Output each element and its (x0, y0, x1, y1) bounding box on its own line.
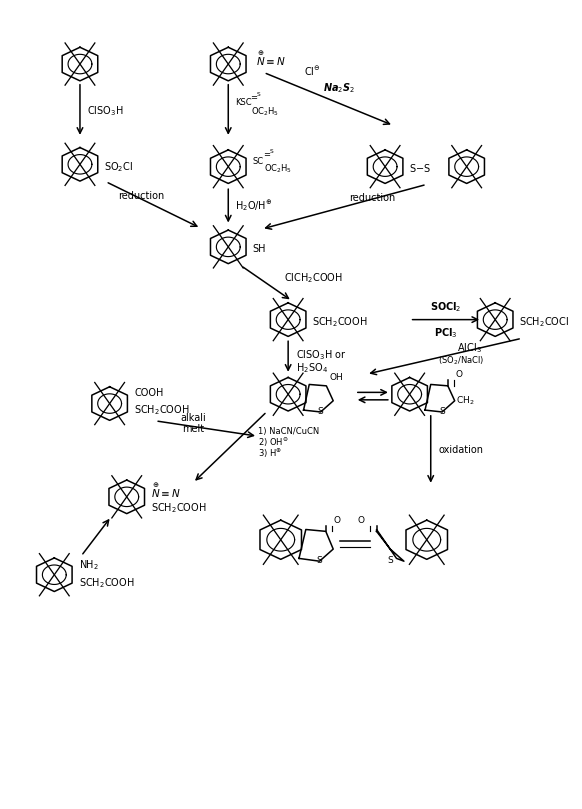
Text: H$_2$SO$_4$: H$_2$SO$_4$ (296, 362, 328, 375)
Text: ClCH$_2$COOH: ClCH$_2$COOH (284, 271, 343, 285)
Text: alkali: alkali (180, 413, 206, 422)
Text: (SO$_2$/NaCl): (SO$_2$/NaCl) (438, 354, 484, 367)
Text: O: O (357, 516, 364, 525)
Text: 3) H$^{\oplus}$: 3) H$^{\oplus}$ (258, 447, 282, 460)
Text: ClSO$_3$H or: ClSO$_3$H or (296, 349, 346, 362)
Text: COOH: COOH (134, 388, 164, 398)
Text: SCH$_2$COOH: SCH$_2$COOH (134, 403, 190, 417)
Text: Cl$^{\ominus}$: Cl$^{\ominus}$ (304, 65, 320, 78)
Text: oxidation: oxidation (438, 445, 483, 455)
Text: S$-$S: S$-$S (409, 162, 431, 174)
Text: SCH$_2$COOH: SCH$_2$COOH (79, 576, 134, 590)
Text: reduction: reduction (349, 193, 395, 203)
Text: SCH$_2$COOH: SCH$_2$COOH (312, 315, 368, 328)
Text: S: S (318, 407, 324, 416)
Text: $\overset{\oplus}{N}{\equiv}N$: $\overset{\oplus}{N}{\equiv}N$ (255, 49, 286, 68)
Text: O: O (455, 371, 462, 379)
Text: KSC: KSC (235, 98, 252, 107)
Text: AlCl$_3$: AlCl$_3$ (456, 341, 481, 354)
Text: ClSO$_3$H: ClSO$_3$H (87, 104, 123, 117)
Text: PCl$_3$: PCl$_3$ (434, 326, 458, 340)
Text: SCH$_2$COOH: SCH$_2$COOH (151, 501, 207, 515)
Text: H$_2$O/H$^{\oplus}$: H$_2$O/H$^{\oplus}$ (235, 198, 272, 213)
Text: melt: melt (182, 424, 204, 434)
Text: $\!\!=\!\!{}^{\rm S}$: $\!\!=\!\!{}^{\rm S}$ (251, 91, 261, 102)
Text: SO$_2$Cl: SO$_2$Cl (104, 159, 133, 174)
Text: $\overset{\oplus}{N}{\equiv}N$: $\overset{\oplus}{N}{\equiv}N$ (151, 481, 181, 500)
Text: OH: OH (330, 373, 343, 382)
Text: OC$_2$H$_5$: OC$_2$H$_5$ (251, 105, 279, 118)
Text: SC: SC (252, 157, 263, 166)
Text: 1) NaCN/CuCN: 1) NaCN/CuCN (258, 427, 319, 436)
Text: O: O (333, 516, 340, 525)
Text: Na$_2$S$_2$: Na$_2$S$_2$ (324, 82, 356, 95)
Text: SH: SH (252, 244, 266, 254)
Text: $\!\!=\!\!{}^{\rm S}$: $\!\!=\!\!{}^{\rm S}$ (264, 150, 274, 159)
Text: NH$_2$: NH$_2$ (79, 558, 99, 572)
Text: 2) OH$^{\ominus}$: 2) OH$^{\ominus}$ (258, 436, 289, 449)
Text: reduction: reduction (119, 191, 165, 201)
Text: SCH$_2$COCl: SCH$_2$COCl (519, 315, 569, 328)
Text: CH$_2$: CH$_2$ (456, 395, 475, 407)
Text: S: S (317, 556, 322, 565)
Text: OC$_2$H$_5$: OC$_2$H$_5$ (264, 163, 292, 176)
Text: SOCl$_2$: SOCl$_2$ (431, 300, 462, 314)
Text: S: S (388, 556, 393, 565)
Text: S: S (439, 407, 445, 416)
